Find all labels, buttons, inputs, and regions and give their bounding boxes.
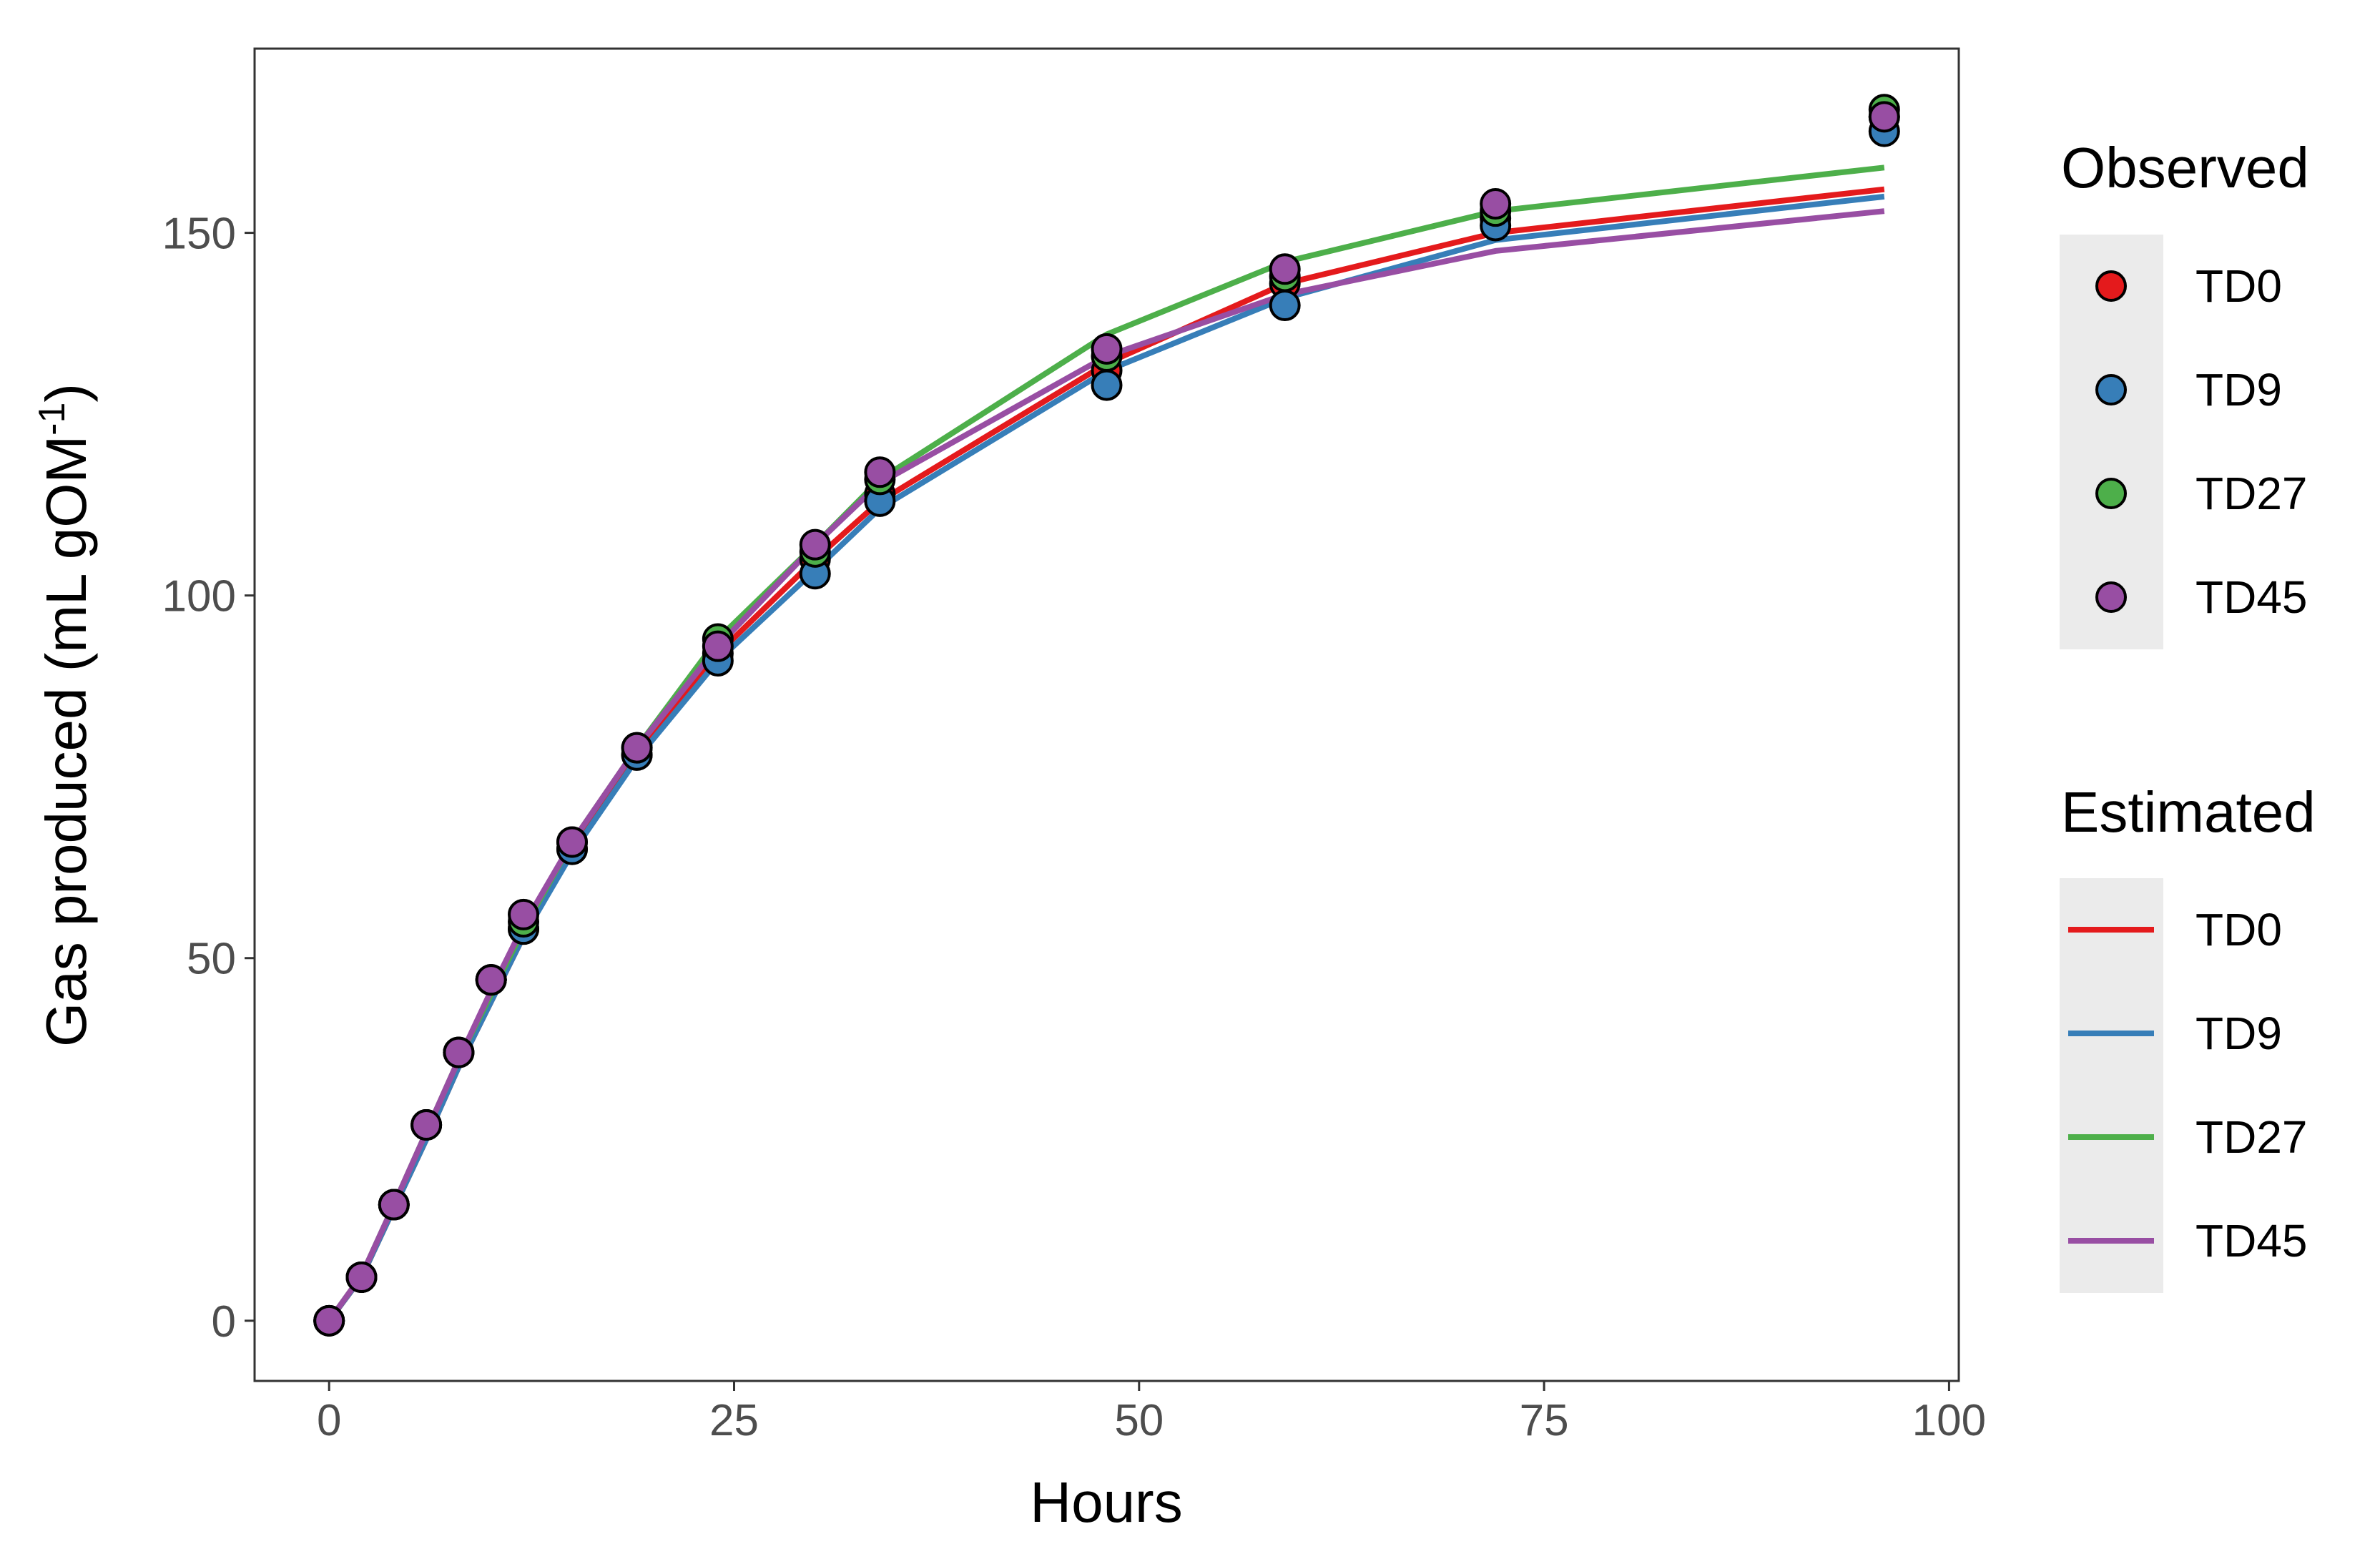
point-td45 (799, 528, 831, 561)
point-td45 (1480, 188, 1512, 220)
point-td45 (621, 732, 653, 764)
legend-label: TD45 (2195, 1215, 2308, 1267)
x-tick-label: 50 (1114, 1396, 1164, 1445)
estimated-lines (326, 164, 1885, 1323)
y-axis: 0 50 100 150 (162, 210, 255, 1347)
y-tick-label: 150 (162, 210, 236, 259)
legend-observed: Observed TD0 TD9 TD27 TD45 (2060, 136, 2309, 649)
x-tick-label: 0 (317, 1396, 341, 1445)
legend-label: TD0 (2195, 904, 2282, 955)
legend-estimated: Estimated TD0 TD9 TD27 TD45 (2060, 780, 2316, 1293)
point-td45 (443, 1036, 475, 1068)
x-axis-title: Hours (1030, 1470, 1182, 1534)
point-td45 (345, 1261, 378, 1293)
y-tick-label: 50 (187, 935, 236, 984)
point-td45 (378, 1189, 410, 1221)
legend-label: TD0 (2195, 260, 2282, 312)
y-tick-label: 0 (212, 1297, 236, 1347)
legend-key-td9 (2095, 374, 2127, 405)
point-td45 (1091, 333, 1123, 365)
y-axis-title: Gas produced (mL gOM-1) (31, 383, 98, 1047)
legend-label: TD9 (2195, 364, 2282, 415)
point-td45 (864, 456, 896, 488)
legend-label: TD27 (2195, 468, 2308, 519)
legend-key-background (2060, 878, 2163, 1293)
plot-panel (253, 47, 1960, 1382)
point-td45 (1269, 253, 1301, 285)
point-td45 (475, 964, 507, 996)
legend-key-td27 (2095, 478, 2127, 509)
point-td45 (702, 630, 734, 662)
point-td45 (1868, 101, 1900, 133)
point-td9 (1091, 369, 1123, 401)
x-tick-label: 25 (709, 1396, 759, 1445)
point-td45 (410, 1109, 443, 1141)
point-td45 (313, 1304, 345, 1337)
legend-label: TD45 (2195, 571, 2308, 623)
point-td45 (508, 898, 540, 930)
point-td9 (1269, 290, 1301, 322)
legend-key-background (2060, 235, 2163, 649)
x-tick-label: 75 (1520, 1396, 1569, 1445)
legend-label: TD9 (2195, 1008, 2282, 1059)
legend-key-td0 (2095, 270, 2127, 302)
observed-points (313, 94, 1900, 1337)
legend-observed-title: Observed (2061, 136, 2309, 200)
legend-estimated-title: Estimated (2061, 780, 2316, 844)
legend-key-td45 (2095, 581, 2127, 613)
y-tick-label: 100 (162, 572, 236, 621)
legend-label: TD27 (2195, 1111, 2308, 1163)
x-tick-label: 100 (1912, 1396, 1986, 1445)
line-td45 (326, 208, 1885, 1323)
x-axis: 0 25 50 75 100 (317, 1381, 1986, 1445)
point-td45 (556, 826, 588, 858)
